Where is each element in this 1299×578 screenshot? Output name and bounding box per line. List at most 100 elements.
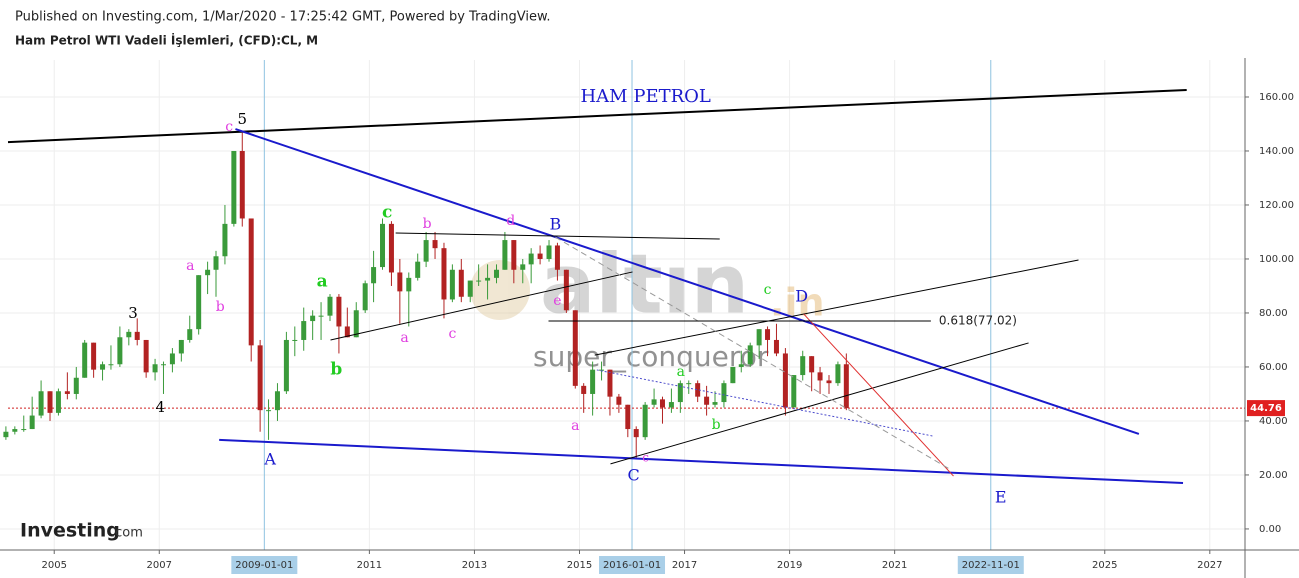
candle-body [274, 391, 280, 411]
watermark-user: super_conqueror [533, 340, 769, 373]
y-tick-label: 100.00 [1259, 254, 1294, 265]
candle-body [651, 399, 657, 405]
y-tick-label: 20.00 [1259, 470, 1288, 481]
wave-label: c [448, 326, 456, 342]
candle-body [791, 375, 797, 408]
header-title: Published on Investing.com, 1/Mar/2020 -… [15, 10, 551, 25]
candle-body [21, 429, 27, 431]
candle-body [205, 269, 211, 276]
candle-body [187, 329, 193, 340]
brand-name: Investing [20, 520, 120, 542]
candle-body [554, 245, 560, 270]
trend-line-label: 0.618(77.02) [939, 314, 1017, 328]
wave-label: A [263, 449, 276, 468]
candle-body [143, 339, 149, 373]
candle-body [572, 310, 578, 386]
wave-label: c [764, 282, 772, 298]
wave-label: c [642, 450, 649, 464]
candle-body [178, 339, 184, 354]
wave-label: E [995, 487, 1007, 506]
watermark-suffix: .in [770, 281, 825, 325]
candle-body [441, 248, 447, 300]
wave-label: c [225, 119, 233, 135]
candle-body [625, 404, 631, 430]
wave-label: a [677, 364, 685, 380]
candle-body [380, 223, 386, 268]
watermark-logo: altın [540, 237, 749, 332]
x-tick-label: 2013 [462, 560, 487, 571]
candle-body [607, 369, 613, 397]
candle-body [406, 277, 412, 292]
candle-body [126, 331, 132, 338]
candle-body [47, 391, 53, 413]
wave-label: d [506, 213, 515, 229]
x-tick-label: 2021 [882, 560, 907, 571]
candle-body [590, 369, 596, 394]
candle-body [415, 261, 421, 278]
candle-body [55, 391, 61, 413]
candle-body [563, 269, 569, 311]
trend-line [594, 259, 1079, 356]
candle-body [327, 296, 333, 316]
candle-body [239, 150, 245, 219]
candle-body [196, 275, 202, 330]
candle-body [817, 372, 823, 381]
candle-body [301, 321, 307, 340]
x-tick-label: 2025 [1092, 560, 1117, 571]
candle-body [318, 315, 324, 317]
y-tick-label: 0.00 [1259, 524, 1281, 535]
candle-body [73, 377, 79, 394]
candle-body [826, 380, 832, 384]
wave-label: a [400, 330, 408, 346]
candle-body [704, 396, 710, 405]
wave-label: HAM PETROL [580, 86, 710, 107]
candle-body [773, 339, 779, 354]
candle-body [502, 240, 508, 270]
marker-label: 2009-01-01 [235, 560, 293, 571]
y-tick-label: 60.00 [1259, 362, 1288, 373]
trend-line [395, 232, 720, 240]
candle-body [100, 364, 106, 370]
candle-body [581, 385, 587, 394]
candle-body [809, 356, 815, 373]
candle-body [633, 429, 639, 438]
candle-body [29, 415, 35, 430]
wave-label: e [553, 293, 561, 309]
candle-body [642, 404, 648, 438]
candle-body [82, 342, 88, 378]
wave-label: D [795, 287, 808, 306]
candle-body [730, 366, 736, 384]
candle-body [677, 383, 683, 403]
candle-body [152, 364, 158, 373]
trend-line [555, 236, 952, 471]
candle-body [257, 345, 263, 411]
candle-body [169, 353, 175, 365]
chart-subtitle: Ham Petrol WTI Vadeli İşlemleri, (CFD):C… [15, 33, 318, 48]
candle-body [738, 364, 744, 367]
trend-line [330, 271, 633, 341]
candle-body [310, 315, 316, 322]
marker-label-box [957, 556, 1024, 574]
candle-body [599, 369, 605, 371]
wave-label: b [423, 216, 432, 232]
brand-suffix: .com [111, 526, 143, 541]
candle-body [397, 272, 403, 292]
x-tick-label: 2011 [357, 560, 382, 571]
candle-body [3, 431, 9, 438]
candle-body [721, 383, 727, 403]
candle-body [467, 280, 473, 297]
wave-label: 3 [128, 304, 138, 322]
candle-body [476, 280, 482, 282]
candle-body [371, 267, 377, 284]
x-tick-label: 2027 [1197, 560, 1222, 571]
candle-body [616, 396, 622, 405]
wave-label: a [317, 271, 328, 291]
candle-body [423, 240, 429, 262]
candle-body [388, 223, 394, 273]
candle-body [449, 269, 455, 300]
candle-body [160, 364, 166, 366]
candle-body [344, 326, 350, 338]
y-tick-label: 140.00 [1259, 146, 1294, 157]
candle-body [336, 296, 342, 327]
